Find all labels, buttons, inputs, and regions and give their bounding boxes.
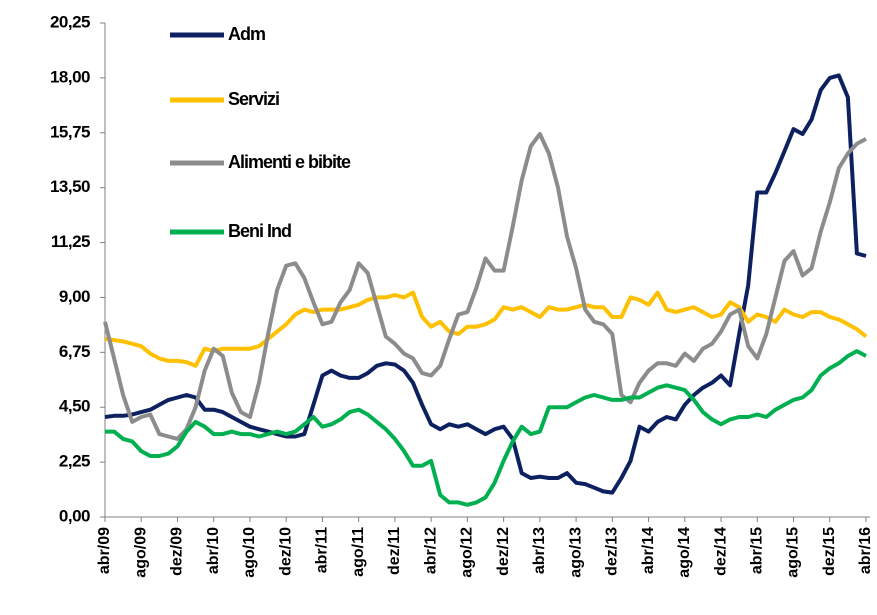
line-series (105, 349, 867, 507)
x-tick-label: dez/15 (821, 527, 838, 576)
legend-label: Servizi (228, 89, 279, 109)
x-tick-label: ago/15 (785, 527, 802, 578)
x-tick-label: dez/14 (712, 527, 729, 576)
x-tick-label: abr/11 (314, 527, 331, 573)
x-tick-label: ago/13 (567, 527, 584, 578)
legend-label: Beni Ind (228, 221, 291, 241)
x-tick-label: ago/09 (132, 527, 149, 578)
x-tick-label: ago/12 (459, 527, 476, 578)
x-tick-label: ago/10 (241, 527, 258, 578)
legend-label: Alimenti e bibite (228, 152, 351, 172)
y-tick-label: 15,75 (50, 122, 90, 141)
y-tick-label: 4,50 (59, 397, 90, 416)
x-tick-label: abr/15 (749, 527, 766, 574)
y-tick-label: 0,00 (59, 506, 90, 525)
x-tick-label: dez/12 (495, 527, 512, 576)
x-tick-label: abr/10 (205, 527, 222, 574)
y-tick-label: 11,25 (51, 232, 90, 251)
x-tick-label: dez/13 (604, 527, 621, 576)
x-tick-label: abr/14 (640, 527, 657, 574)
line-series (103, 132, 867, 441)
y-tick-label: 6,75 (59, 342, 90, 361)
x-tick-label: dez/10 (277, 527, 294, 576)
x-tick-label: ago/11 (350, 527, 367, 577)
legend-label: Adm (228, 24, 265, 44)
y-tick-label: 9,00 (59, 287, 90, 306)
y-tick-label: 13,50 (50, 177, 90, 196)
x-tick-label: abr/16 (857, 527, 874, 574)
x-tick-label: abr/13 (531, 527, 548, 574)
x-tick-label: abr/12 (422, 527, 439, 574)
y-tick-label: 2,25 (59, 452, 90, 471)
line-series (104, 290, 868, 368)
y-tick-label: 20,25 (50, 12, 90, 31)
line-series (104, 73, 867, 495)
x-tick-label: dez/09 (169, 527, 186, 576)
y-tick-label: 18,00 (50, 67, 90, 86)
x-tick-label: abr/09 (96, 527, 113, 574)
x-tick-label: ago/14 (676, 527, 693, 578)
x-tick-label: dez/11 (386, 527, 403, 575)
